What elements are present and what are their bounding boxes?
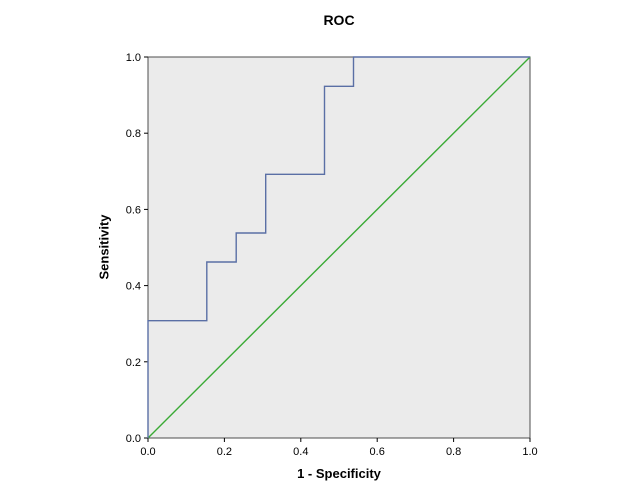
x-tick-label: 0.0	[140, 446, 155, 458]
y-tick-label: 0.2	[126, 357, 141, 369]
y-tick-label: 0.8	[126, 128, 141, 140]
y-tick-label: 0.6	[126, 204, 141, 216]
y-tick-label: 0.4	[126, 281, 141, 293]
chart-title: ROC	[323, 12, 355, 28]
y-tick-label: 0.0	[126, 433, 141, 445]
x-tick-label: 0.6	[370, 446, 385, 458]
x-tick-label: 1.0	[522, 446, 537, 458]
x-tick-label: 0.2	[217, 446, 232, 458]
reference-line	[147, 56, 531, 439]
x-tick-label: 0.8	[446, 446, 461, 458]
x-axis-label: 1 - Specificity	[297, 466, 381, 481]
roc-curve	[147, 56, 530, 438]
x-tick-label: 0.4	[293, 446, 308, 458]
y-tick-label: 1.0	[126, 52, 141, 64]
